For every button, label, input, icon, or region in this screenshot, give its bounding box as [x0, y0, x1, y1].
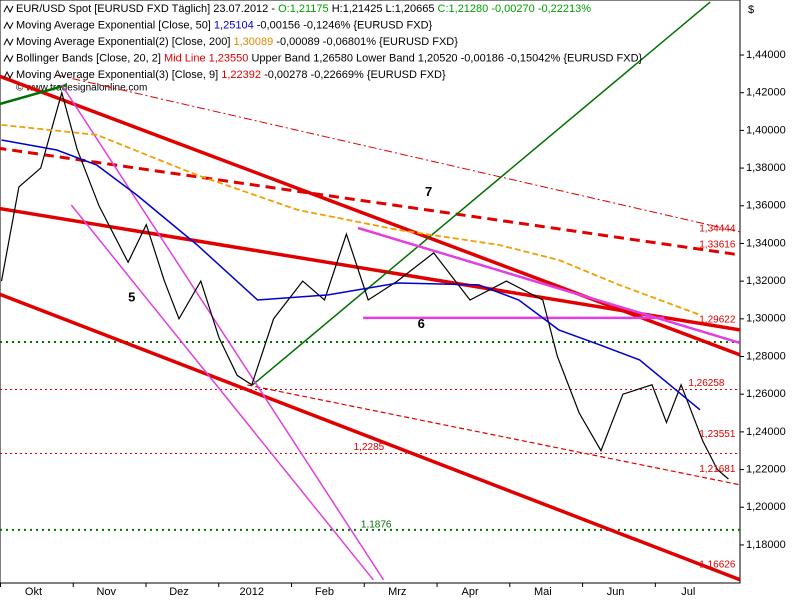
x-tick-label: Apr — [461, 586, 478, 598]
legend-icon — [3, 4, 14, 14]
legend-segment: Moving Average Exponential(2) [Close, 20… — [16, 36, 233, 48]
wave-label: 5 — [128, 290, 135, 305]
price-label: 1,29622 — [699, 315, 736, 326]
price-label: 1,26258 — [688, 378, 725, 389]
legend-segment: 1,25104 — [214, 19, 254, 31]
x-tick-label: Dez — [169, 586, 189, 598]
trendline — [0, 146, 740, 257]
price-label: 1,34444 — [699, 224, 736, 235]
trendline — [0, 83, 68, 106]
legend-segment: -0,00089 -0,06801% {EURUSD FXD} — [273, 36, 458, 48]
legend-segment: -0,00156 -0,1246% {EURUSD FXD} — [254, 19, 433, 31]
plot-area — [0, 0, 741, 584]
trendline — [0, 206, 740, 332]
legend-icon — [3, 54, 14, 63]
copyright: © www.tradesignalonline.com — [16, 83, 147, 94]
legend-segment: EUR/USD Spot [EURUSD FXD Täglich] 23.07.… — [16, 3, 278, 15]
legend-icon — [3, 70, 14, 80]
x-tick-label: Mai — [534, 586, 552, 598]
legend-segment: Upper Band 1,26580 Lower Band 1,20520 -0… — [248, 52, 642, 64]
price-label: 1,33616 — [699, 239, 736, 250]
y-tick-label: 1,32000 — [746, 275, 786, 287]
wave-label: 6 — [418, 316, 425, 331]
y-tick-label: 1,20000 — [746, 501, 786, 513]
x-tick-label: Jun — [607, 586, 625, 598]
x-tick-label: Mrz — [388, 586, 406, 598]
legend-entry: Moving Average Exponential(2) [Close, 20… — [16, 36, 458, 48]
legend-icon — [3, 21, 14, 30]
y-tick-label: 1,42000 — [746, 87, 786, 99]
legend-entry: Moving Average Exponential(3) [Close, 9]… — [16, 69, 446, 81]
currency-mark: $ — [748, 4, 754, 16]
series-line — [0, 90, 729, 480]
price-label: 1,16626 — [699, 559, 736, 570]
legend-segment: Bollinger Bands [Close, 20, 2] — [16, 52, 164, 64]
x-tick-label: Okt — [25, 586, 42, 598]
x-tick-label: Nov — [96, 586, 116, 598]
x-tick-label: 2012 — [240, 586, 264, 598]
y-tick-label: 1,44000 — [746, 49, 786, 61]
trendline — [247, 384, 740, 486]
legend-segment: O:1,21175 — [278, 3, 329, 15]
y-tick-label: 1,36000 — [746, 200, 786, 212]
legend-segment: C:1,21280 -0,00270 -0,22213% — [438, 3, 592, 15]
legend-segment: -0,00278 -0,22669% {EURUSD FXD} — [261, 69, 446, 81]
trendline — [0, 292, 740, 582]
plot-layer — [0, 1, 740, 582]
legend-entry: EUR/USD Spot [EURUSD FXD Täglich] 23.07.… — [16, 3, 591, 15]
legend-segment: Moving Average Exponential [Close, 50] — [16, 19, 214, 31]
x-tick-label: Jul — [681, 586, 695, 598]
trendline — [61, 84, 385, 581]
legend-segment: Moving Average Exponential(3) [Close, 9] — [16, 69, 221, 81]
y-tick-label: 1,28000 — [746, 350, 786, 362]
legend-segment: 1,22392 — [221, 69, 261, 81]
legend-entry: Moving Average Exponential [Close, 50] 1… — [16, 19, 433, 31]
y-tick-label: 1,38000 — [746, 162, 786, 174]
trendline — [70, 204, 374, 581]
series-line — [1, 124, 701, 316]
y-tick-label: 1,26000 — [746, 388, 786, 400]
trendline — [56, 74, 740, 233]
series-line — [1, 139, 701, 411]
legend-segment: Mid Line 1,23550 — [164, 52, 248, 64]
trendline — [252, 1, 711, 386]
price-label: 1,1876 — [361, 519, 392, 530]
price-label: 1,23551 — [699, 429, 736, 440]
x-tick-label: Feb — [315, 586, 334, 598]
y-tick-label: 1,34000 — [746, 237, 786, 249]
price-label: 1,2285 — [354, 442, 385, 453]
wave-label: 7 — [425, 184, 432, 199]
y-tick-label: 1,40000 — [746, 124, 786, 136]
y-tick-label: 1,22000 — [746, 463, 786, 475]
legend-icon — [3, 37, 14, 47]
y-tick-label: 1,30000 — [746, 313, 786, 325]
y-tick-label: 1,24000 — [746, 426, 786, 438]
price-label: 1,21681 — [699, 464, 736, 475]
legend-segment: H:1,21425 L:1,20665 — [329, 3, 438, 15]
y-tick-label: 1,18000 — [746, 539, 786, 551]
legend-entry: Bollinger Bands [Close, 20, 2] Mid Line … — [16, 52, 643, 64]
trendline — [357, 226, 740, 345]
legend-segment: 1,30089 — [233, 36, 273, 48]
